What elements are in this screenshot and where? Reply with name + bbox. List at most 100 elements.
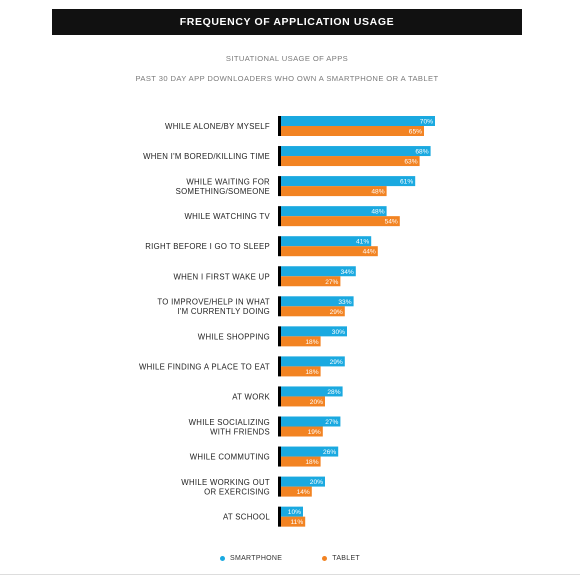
bar-tablet xyxy=(281,276,341,287)
data-label-smartphone: 68% xyxy=(415,149,428,156)
data-label-smartphone: 26% xyxy=(323,449,336,456)
bar-smartphone xyxy=(281,116,435,126)
data-label-tablet: 14% xyxy=(297,489,310,496)
data-label-tablet: 11% xyxy=(290,519,303,526)
bar-smartphone xyxy=(281,476,325,487)
data-label-tablet: 27% xyxy=(325,279,338,286)
data-label-smartphone: 28% xyxy=(327,389,340,396)
category-label: OR EXERCISING xyxy=(204,487,270,496)
category-label: WHILE FINDING A PLACE TO EAT xyxy=(139,362,270,371)
data-label-tablet: 65% xyxy=(409,129,422,136)
category-axis-tick xyxy=(278,296,281,317)
data-label-tablet: 29% xyxy=(330,309,343,316)
category-axis-tick xyxy=(278,356,281,377)
category-label: WHILE COMMUTING xyxy=(190,453,270,462)
category-axis-tick xyxy=(278,116,281,136)
bar-tablet xyxy=(281,366,321,377)
category-axis-tick xyxy=(278,446,281,467)
category-label: WHILE ALONE/BY MYSELF xyxy=(165,122,270,131)
category-label: I'M CURRENTLY DOING xyxy=(177,307,270,316)
category-label: WHEN I FIRST WAKE UP xyxy=(173,272,270,281)
bar-smartphone xyxy=(281,416,341,427)
bar-smartphone xyxy=(281,206,387,217)
category-axis-tick xyxy=(278,416,281,437)
data-label-smartphone: 48% xyxy=(371,209,384,216)
data-label-smartphone: 20% xyxy=(310,479,323,486)
data-label-tablet: 48% xyxy=(371,189,384,196)
bar-tablet xyxy=(281,486,312,497)
bar-tablet xyxy=(281,306,345,317)
bar-smartphone xyxy=(281,236,372,247)
data-label-smartphone: 70% xyxy=(420,119,433,126)
bar-smartphone xyxy=(281,386,343,397)
data-label-smartphone: 10% xyxy=(288,509,301,516)
category-label: WHILE SOCIALIZING xyxy=(189,418,270,427)
bar-tablet xyxy=(281,156,420,167)
data-label-smartphone: 27% xyxy=(325,419,338,426)
data-label-tablet: 44% xyxy=(363,249,376,256)
chart-subtitle-secondary: PAST 30 DAY APP DOWNLOADERS WHO OWN A SM… xyxy=(135,74,439,83)
data-label-tablet: 18% xyxy=(305,459,318,466)
bar-chart: WHILE ALONE/BY MYSELF 70% 65% WHEN I'M BORE… xyxy=(139,116,435,527)
category-axis-tick xyxy=(278,206,281,227)
data-label-tablet: 18% xyxy=(305,339,318,346)
bar-smartphone xyxy=(281,506,303,517)
tablet-dot-icon xyxy=(322,556,328,561)
category-label: AT WORK xyxy=(232,392,270,401)
smartphone-dot-icon xyxy=(219,556,225,561)
bar-tablet xyxy=(281,516,306,527)
category-axis-tick xyxy=(278,326,281,347)
category-label: AT SCHOOL xyxy=(223,513,270,522)
category-axis-tick xyxy=(278,236,281,257)
bar-smartphone xyxy=(281,146,431,157)
bar-smartphone xyxy=(281,266,356,277)
category-axis-tick xyxy=(278,386,281,407)
legend-label-smartphone: SMARTPHONE xyxy=(229,555,283,562)
bar-tablet xyxy=(281,456,321,467)
bar-tablet xyxy=(281,186,387,197)
legend: SMARTPHONE TABLET xyxy=(0,555,580,562)
chart-subtitle: SITUATIONAL USAGE OF APPS xyxy=(225,54,349,63)
legend-item-tablet: TABLET xyxy=(322,555,360,562)
bar-smartphone xyxy=(281,356,345,367)
category-label: WHEN I'M BORED/KILLING TIME xyxy=(143,152,270,161)
bar-smartphone xyxy=(281,176,416,187)
bar-smartphone xyxy=(281,446,339,457)
bar-tablet xyxy=(281,216,400,227)
legend-label-tablet: TABLET xyxy=(332,555,360,562)
bar-smartphone xyxy=(281,296,354,307)
bottom-divider xyxy=(0,574,580,575)
data-label-smartphone: 34% xyxy=(341,269,354,276)
category-axis-tick xyxy=(278,266,281,287)
bar-tablet xyxy=(281,396,325,407)
category-axis-tick xyxy=(278,146,281,167)
bar-tablet xyxy=(281,126,424,136)
category-label: SOMETHING/SOMEONE xyxy=(176,187,270,196)
data-label-tablet: 63% xyxy=(404,159,417,166)
legend-item-smartphone: SMARTPHONE xyxy=(219,555,283,562)
data-label-smartphone: 30% xyxy=(332,329,345,336)
bar-tablet xyxy=(281,336,321,347)
category-label: TO IMPROVE/HELP IN WHAT xyxy=(157,298,270,307)
category-axis-tick xyxy=(278,176,281,197)
data-label-smartphone: 29% xyxy=(330,359,343,366)
category-label: WHILE WATCHING TV xyxy=(184,212,270,221)
title-bar: FREQUENCY OF APPLICATION USAGE xyxy=(52,9,522,35)
bar-tablet xyxy=(281,246,378,257)
chart-title: FREQUENCY OF APPLICATION USAGE xyxy=(179,16,395,28)
data-label-tablet: 19% xyxy=(308,429,321,436)
category-label: WHILE WAITING FOR xyxy=(186,177,270,186)
bar-smartphone xyxy=(281,326,347,337)
data-label-tablet: 20% xyxy=(310,399,323,406)
data-label-tablet: 18% xyxy=(305,369,318,376)
data-label-smartphone: 41% xyxy=(356,239,369,246)
data-label-tablet: 54% xyxy=(385,219,398,226)
category-axis-tick xyxy=(278,476,281,497)
category-label: WITH FRIENDS xyxy=(210,427,270,436)
category-label: WHILE SHOPPING xyxy=(198,332,270,341)
category-axis-tick xyxy=(278,506,281,527)
data-label-smartphone: 33% xyxy=(338,299,351,306)
bar-tablet xyxy=(281,426,323,437)
category-label: RIGHT BEFORE I GO TO SLEEP xyxy=(145,242,270,251)
category-label: WHILE WORKING OUT xyxy=(181,478,270,487)
